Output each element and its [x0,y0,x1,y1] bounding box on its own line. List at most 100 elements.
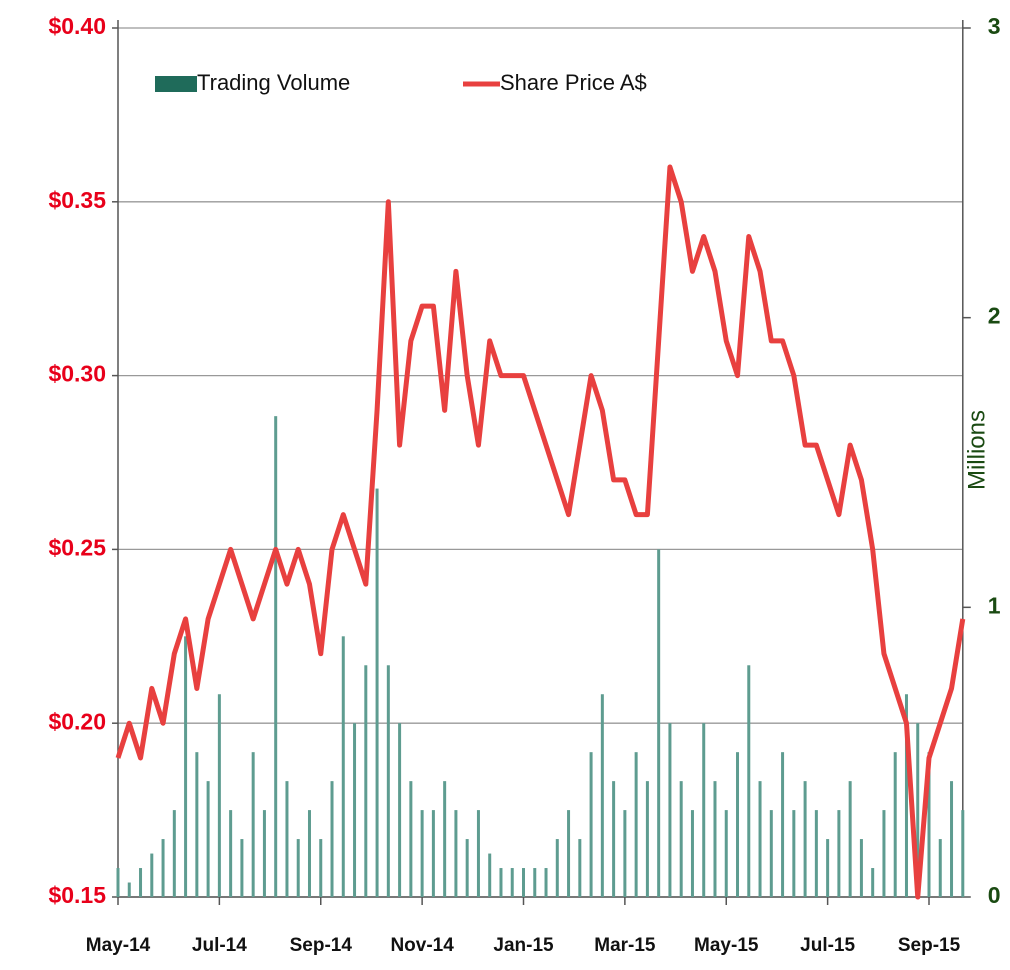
volume-bar [848,781,852,897]
volume-bar [578,839,582,897]
y2-tick-label: 0 [988,882,1001,908]
volume-bar [262,810,266,897]
volume-bar [555,839,559,897]
volume-bar [769,810,773,897]
volume-bar [893,752,897,897]
x-tick-label: May-15 [694,935,759,956]
volume-bar [950,781,954,897]
x-tick-label: Mar-15 [594,935,656,956]
volume-bar [781,752,785,897]
y-tick-label: $0.35 [48,187,106,213]
y-tick-label: $0.40 [48,13,106,39]
volume-bar [623,810,627,897]
volume-bar [184,636,188,897]
volume-bar [139,868,143,897]
volume-bar [431,810,435,897]
y2-tick-label: 3 [988,13,1001,39]
volume-bar [600,694,604,897]
volume-bar [522,868,525,897]
volume-bar [375,488,379,897]
volume-bar [758,781,762,897]
volume-bar [420,810,424,897]
volume-bar [657,549,661,897]
y2-tick-label: 1 [988,592,1001,618]
legend-swatch [155,76,197,92]
volume-bar [465,839,469,897]
legend-label: Trading Volume [197,70,350,95]
volume-bar [510,868,514,897]
volume-bar [454,810,458,897]
volume-bar [398,723,402,897]
volume-bar [938,839,942,897]
volume-bar [702,723,706,897]
volume-bar [747,665,751,897]
volume-bar [533,868,537,897]
volume-bar [668,723,672,897]
x-tick-label: Nov-14 [390,935,454,956]
y2-axis-label: Millions [963,410,990,490]
volume-bar [341,636,345,897]
volume-bar [443,781,447,897]
volume-bar [296,839,300,897]
volume-bar [319,839,323,897]
volume-bar [634,752,638,897]
volume-bar [409,781,413,897]
volume-bar [567,810,571,897]
volume-bar [229,810,233,897]
x-tick-label: Jul-15 [800,935,855,956]
volume-bar [713,781,717,897]
volume-bar [679,781,683,897]
volume-bar [724,810,728,897]
volume-bar [826,839,830,897]
volume-bar [904,694,908,897]
volume-bar [127,882,131,897]
volume-bar [251,752,255,897]
volume-bar [589,752,593,897]
y-tick-label: $0.30 [48,361,106,387]
volume-bar [544,868,548,897]
volume-bar [150,853,154,897]
volume-bar [476,810,480,897]
volume-bar [612,781,616,897]
volume-bar [285,781,289,897]
volume-bar [353,723,357,897]
volume-bar [690,810,694,897]
volume-bar [161,839,165,897]
x-tick-label: Sep-14 [290,935,353,956]
volume-bar [961,810,965,897]
volume-bar [488,853,492,897]
volume-bar [240,839,244,897]
volume-bar [814,810,818,897]
x-tick-label: May-14 [86,935,151,956]
volume-bar [882,810,886,897]
x-tick-label: Jan-15 [493,935,554,956]
volume-bar [307,810,311,897]
volume-bar [927,752,931,897]
volume-bar [916,723,920,897]
volume-bar [195,752,199,897]
y2-tick-label: 2 [988,303,1001,329]
volume-bar [499,868,503,897]
x-tick-label: Jul-14 [192,935,247,956]
x-tick-label: Sep-15 [898,935,961,956]
volume-bar [172,810,176,897]
legend-label: Share Price A$ [500,70,647,95]
volume-bar [803,781,807,897]
volume-bar [871,868,875,897]
volume-bar [330,781,334,897]
volume-bar [274,416,278,897]
volume-bar [859,839,863,897]
volume-bar [736,752,740,897]
volume-bar [217,694,221,897]
y-tick-label: $0.20 [48,708,106,734]
y-tick-label: $0.15 [48,882,106,908]
volume-bar [386,665,390,897]
volume-bar [364,665,368,897]
volume-bar [206,781,210,897]
volume-bar [792,810,796,897]
volume-bar [645,781,649,897]
volume-bar [837,810,841,897]
volume-bar [116,868,120,897]
price-line [115,164,966,900]
